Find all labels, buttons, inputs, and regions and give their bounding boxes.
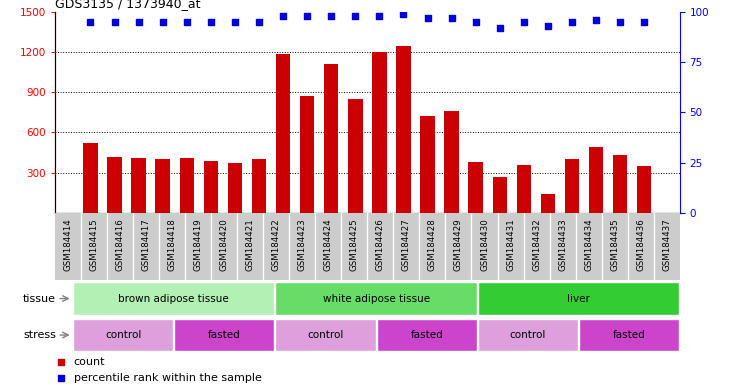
Bar (637, 166, 651, 213)
Bar (227, 164, 242, 213)
Text: GSM184432: GSM184432 (532, 218, 541, 271)
Point (446, 15, 458, 21)
Text: GSM184428: GSM184428 (428, 218, 437, 271)
Bar (156, 159, 170, 213)
Point (349, 12, 361, 18)
Point (494, 25, 506, 31)
Point (85, 18, 96, 25)
Bar (517, 165, 531, 213)
Bar (478, 319, 578, 351)
Text: GSM184425: GSM184425 (350, 218, 359, 271)
Point (590, 17, 602, 23)
Text: fasted: fasted (208, 330, 240, 340)
Point (374, 12, 385, 18)
Bar (541, 194, 555, 213)
Bar (73, 282, 274, 315)
Point (325, 12, 337, 18)
Text: GSM184421: GSM184421 (246, 218, 254, 271)
Text: tissue: tissue (23, 293, 56, 304)
Text: percentile rank within the sample: percentile rank within the sample (74, 374, 262, 384)
Point (518, 18, 530, 25)
Bar (174, 319, 274, 351)
Point (133, 18, 145, 25)
Text: GSM184429: GSM184429 (454, 218, 463, 271)
Bar (107, 157, 122, 213)
Text: GSM184437: GSM184437 (662, 218, 671, 271)
Text: control: control (510, 330, 546, 340)
Point (566, 18, 577, 25)
Bar (565, 159, 579, 213)
Point (205, 18, 216, 25)
Text: fasted: fasted (613, 330, 645, 340)
Text: control: control (105, 330, 141, 340)
Bar (300, 96, 314, 213)
Bar (444, 111, 459, 213)
Bar (420, 116, 435, 213)
Point (638, 18, 650, 25)
Text: GSM184423: GSM184423 (298, 218, 307, 271)
Bar (83, 143, 98, 213)
Text: GSM184415: GSM184415 (89, 218, 99, 271)
Bar (348, 99, 363, 213)
Bar (396, 46, 411, 213)
Bar (376, 319, 477, 351)
Text: GSM184419: GSM184419 (194, 218, 202, 271)
Bar (276, 319, 376, 351)
Point (470, 18, 482, 25)
Text: stress: stress (23, 330, 56, 340)
Bar (493, 177, 507, 213)
Text: GSM184434: GSM184434 (584, 218, 593, 271)
Bar (276, 54, 290, 213)
Text: GSM184433: GSM184433 (558, 218, 567, 271)
Bar (372, 52, 387, 213)
Point (614, 18, 626, 25)
Bar (613, 156, 627, 213)
Bar (132, 158, 145, 213)
Text: GSM184426: GSM184426 (376, 218, 385, 271)
Bar (204, 161, 218, 213)
Point (398, 10, 409, 17)
Bar (589, 147, 603, 213)
Point (418, 315, 430, 321)
Point (253, 18, 265, 25)
Bar (73, 319, 173, 351)
Text: GDS3135 / 1373940_at: GDS3135 / 1373940_at (55, 0, 200, 10)
Text: GSM184431: GSM184431 (506, 218, 515, 271)
Text: brown adipose tissue: brown adipose tissue (118, 293, 229, 304)
Text: liver: liver (567, 293, 590, 304)
Point (229, 18, 240, 25)
Point (301, 12, 313, 18)
Point (157, 18, 169, 25)
Text: GSM184414: GSM184414 (64, 218, 72, 271)
Bar (276, 282, 477, 315)
Text: white adipose tissue: white adipose tissue (322, 293, 430, 304)
Text: GSM184420: GSM184420 (219, 218, 229, 271)
Text: GSM184430: GSM184430 (480, 218, 489, 271)
Bar (324, 64, 338, 213)
Text: GSM184418: GSM184418 (167, 218, 176, 271)
Text: fasted: fasted (410, 330, 443, 340)
Point (181, 18, 192, 25)
Point (277, 12, 289, 18)
Point (422, 15, 433, 21)
Text: GSM184416: GSM184416 (115, 218, 124, 271)
Text: GSM184417: GSM184417 (142, 218, 151, 271)
Point (418, 164, 430, 170)
Point (109, 18, 121, 25)
Text: GSM184436: GSM184436 (636, 218, 645, 271)
Text: GSM184435: GSM184435 (610, 218, 619, 271)
Text: control: control (308, 330, 344, 340)
Bar (478, 282, 679, 315)
Bar (579, 319, 679, 351)
Text: GSM184422: GSM184422 (272, 218, 281, 271)
Text: GSM184427: GSM184427 (402, 218, 411, 271)
Text: count: count (74, 357, 105, 367)
Bar (251, 159, 266, 213)
Bar (180, 158, 194, 213)
Point (542, 23, 554, 29)
Bar (469, 162, 483, 213)
Text: GSM184424: GSM184424 (324, 218, 333, 271)
